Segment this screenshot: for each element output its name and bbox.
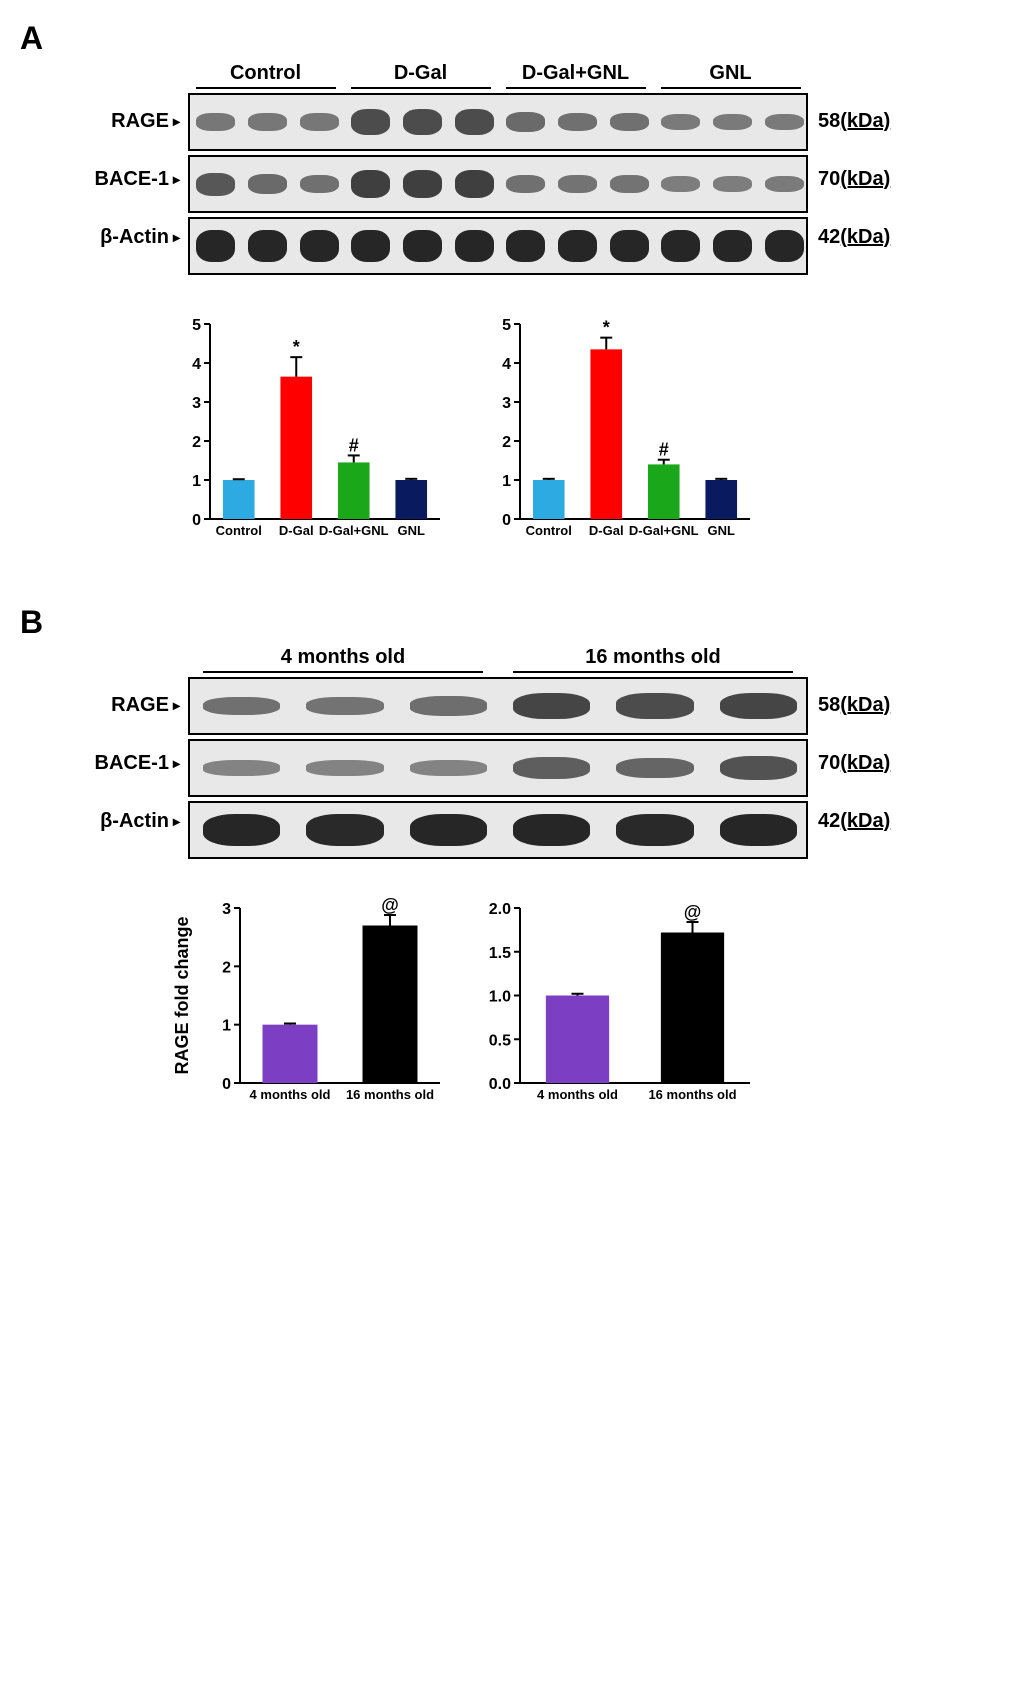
panel-a-blots: RAGE▸ BACE-1▸ β-Actin▸ Control D-Gal D-G… xyxy=(70,62,1000,279)
panel-a: A RAGE▸ BACE-1▸ β-Actin▸ Control D-Gal D… xyxy=(20,20,1000,564)
kda-label: 58(kDa) xyxy=(818,92,918,150)
blot-bace1 xyxy=(188,155,808,213)
svg-text:1: 1 xyxy=(502,473,511,490)
svg-text:GNL: GNL xyxy=(398,523,426,538)
svg-text:D-Gal+GNL: D-Gal+GNL xyxy=(629,523,699,538)
svg-text:4 months old: 4 months old xyxy=(537,1087,618,1102)
svg-text:1.5: 1.5 xyxy=(489,945,511,962)
svg-text:3: 3 xyxy=(502,395,511,412)
svg-text:5: 5 xyxy=(502,317,511,334)
group-header: Control xyxy=(196,62,336,89)
svg-text:0: 0 xyxy=(192,512,201,529)
svg-text:*: * xyxy=(603,318,610,338)
svg-text:2: 2 xyxy=(502,434,511,451)
svg-text:0: 0 xyxy=(502,512,511,529)
blot-bace1 xyxy=(188,739,808,797)
arrow-icon: ▸ xyxy=(173,697,180,714)
arrow-icon: ▸ xyxy=(173,171,180,188)
protein-label: RAGE▸ xyxy=(70,676,180,734)
blot-rage xyxy=(188,677,808,735)
kda-label: 70(kDa) xyxy=(818,734,918,792)
arrow-icon: ▸ xyxy=(173,813,180,830)
panel-b: B RAGE▸ BACE-1▸ β-Actin▸ 4 months old 16… xyxy=(20,604,1000,1128)
chart-a1: 0 1 2 3 4 5 Control * D-Gal # D-Gal+GNL GNL xyxy=(170,299,450,564)
svg-text:2: 2 xyxy=(192,434,201,451)
group-headers: Control D-Gal D-Gal+GNL GNL xyxy=(188,62,808,89)
arrow-icon: ▸ xyxy=(173,755,180,772)
svg-text:4: 4 xyxy=(192,356,201,373)
kda-label: 70(kDa) xyxy=(818,150,918,208)
blot-protein-labels: RAGE▸ BACE-1▸ β-Actin▸ xyxy=(70,62,188,266)
chart-b2: 0.0 0.5 1.0 1.5 2.0 4 months old @16 months ol… xyxy=(480,883,760,1128)
svg-text:4 months old: 4 months old xyxy=(250,1087,331,1102)
group-header: GNL xyxy=(661,62,801,89)
svg-text:#: # xyxy=(349,435,359,455)
protein-label: BACE-1▸ xyxy=(70,734,180,792)
svg-text:D-Gal: D-Gal xyxy=(279,523,314,538)
kda-labels: 58(kDa) 70(kDa) 42(kDa) xyxy=(808,62,918,266)
panel-a-label: A xyxy=(20,20,1000,57)
svg-text:0.0: 0.0 xyxy=(489,1076,511,1093)
blot-rage xyxy=(188,93,808,151)
blot-grid: Control D-Gal D-Gal+GNL GNL xyxy=(188,62,808,279)
svg-text:*: * xyxy=(293,337,300,357)
svg-text:1.0: 1.0 xyxy=(489,989,511,1006)
kda-label: 58(kDa) xyxy=(818,676,918,734)
svg-text:@: @ xyxy=(381,895,399,915)
svg-text:Control: Control xyxy=(216,523,262,538)
svg-text:#: # xyxy=(659,440,669,460)
kda-labels: 58(kDa) 70(kDa) 42(kDa) xyxy=(808,646,918,850)
svg-text:D-Gal+GNL: D-Gal+GNL xyxy=(319,523,389,538)
svg-text:Control: Control xyxy=(526,523,572,538)
group-header: D-Gal+GNL xyxy=(506,62,646,89)
blot-grid: 4 months old 16 months old xyxy=(188,646,808,863)
protein-label: BACE-1▸ xyxy=(70,150,180,208)
panel-a-charts: 0 1 2 3 4 5 Control * D-Gal # D-Gal+GNL GNL 0 1 2 3 4 5 C… xyxy=(170,299,1000,564)
protein-label: RAGE▸ xyxy=(70,92,180,150)
svg-text:16 months old: 16 months old xyxy=(648,1087,736,1102)
svg-text:0.5: 0.5 xyxy=(489,1032,511,1049)
svg-text:0: 0 xyxy=(222,1076,231,1093)
svg-text:4: 4 xyxy=(502,356,511,373)
blot-actin xyxy=(188,801,808,859)
chart-b1: 0 1 2 3 RAGE fold change 4 months old @16 mont… xyxy=(170,883,450,1128)
svg-text:GNL: GNL xyxy=(708,523,736,538)
panel-b-label: B xyxy=(20,604,1000,641)
svg-text:2.0: 2.0 xyxy=(489,901,511,918)
svg-text:2: 2 xyxy=(222,959,231,976)
protein-label: β-Actin▸ xyxy=(70,792,180,850)
panel-b-blots: RAGE▸ BACE-1▸ β-Actin▸ 4 months old 16 m… xyxy=(70,646,1000,863)
svg-text:@: @ xyxy=(684,902,702,922)
svg-text:5: 5 xyxy=(192,317,201,334)
svg-text:1: 1 xyxy=(222,1018,231,1035)
kda-label: 42(kDa) xyxy=(818,208,918,266)
svg-text:1: 1 xyxy=(192,473,201,490)
group-headers: 4 months old 16 months old xyxy=(188,646,808,673)
panel-b-charts: 0 1 2 3 RAGE fold change 4 months old @16 mont… xyxy=(170,883,1000,1128)
group-header: 16 months old xyxy=(513,646,793,673)
svg-text:3: 3 xyxy=(192,395,201,412)
arrow-icon: ▸ xyxy=(173,113,180,130)
chart-a2: 0 1 2 3 4 5 Control * D-Gal # D-Gal+GNL GNL xyxy=(480,299,760,564)
blot-actin xyxy=(188,217,808,275)
kda-label: 42(kDa) xyxy=(818,792,918,850)
svg-text:D-Gal: D-Gal xyxy=(589,523,624,538)
blot-protein-labels: RAGE▸ BACE-1▸ β-Actin▸ xyxy=(70,646,188,850)
arrow-icon: ▸ xyxy=(173,229,180,246)
protein-label: β-Actin▸ xyxy=(70,208,180,266)
group-header: 4 months old xyxy=(203,646,483,673)
svg-text:3: 3 xyxy=(222,901,231,918)
group-header: D-Gal xyxy=(351,62,491,89)
svg-text:RAGE fold change: RAGE fold change xyxy=(172,916,192,1074)
svg-text:16 months old: 16 months old xyxy=(346,1087,434,1102)
